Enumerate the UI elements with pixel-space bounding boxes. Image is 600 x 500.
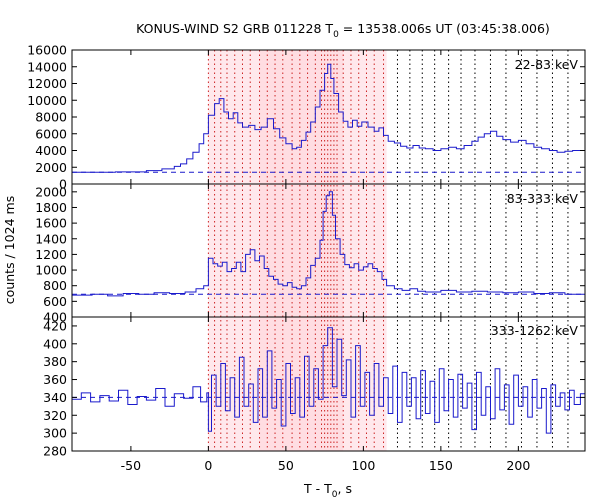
panel-1-ytick-label-3: 4000 [35,143,67,158]
panel-1-light-curve [72,63,586,173]
panel-2-ytick-label-6: 1400 [35,231,67,246]
panel-2-ytick-label-7: 1600 [35,216,67,231]
panel-2-light-curve [72,191,585,297]
panel-2-ytick-label-1: 400 [43,310,67,325]
panel-2-ytick-label-3: 800 [43,278,67,293]
panel-3-light-curve [72,327,586,434]
panel-3-ytick-label-4: 340 [43,390,67,405]
panel-1-ytick-label-7: 12000 [27,76,67,91]
panel-1-ytick-label-8: 14000 [27,59,67,74]
xtick-label-3: 50 [278,458,294,473]
panel-2-ytick-label-2: 600 [43,294,67,309]
panel-1-ytick-label-4: 6000 [35,126,67,141]
xtick-label-6: 200 [506,458,530,473]
panel-3-ytick-label-8: 420 [43,318,67,333]
shaded-intervals [208,50,387,451]
y-axis-title: counts / 1024 ms [2,196,17,304]
panel-2-ytick-label-9: 2000 [35,184,67,199]
panel-3-ytick-label-1: 280 [43,444,67,459]
panel-3-energy-label: 333-1262 keV [491,323,579,338]
panel-1-ytick-label-1: 0 [59,177,67,192]
panel-3-ytick-label-7: 400 [43,336,67,351]
panel-3-ytick-label-2: 300 [43,426,67,441]
panel-2-ytick-label-8: 1800 [35,200,67,215]
panel-3-ytick-label-3: 320 [43,408,67,423]
xtick-label-2: 0 [204,458,212,473]
x-axis-title: T - T0, s [303,481,352,500]
panel-3-ytick-label-6: 380 [43,354,67,369]
panel-1-ytick-label-2: 2000 [35,160,67,175]
panel-2-ytick-label-5: 1200 [35,247,67,262]
panel-1-ytick-label-5: 8000 [35,110,67,125]
light-curves [72,63,586,434]
panel-1-ytick-label-9: 16000 [27,43,67,58]
xtick-label-4: 100 [351,458,375,473]
xtick-label-1: -50 [121,458,141,473]
panel-2-ytick-label-4: 1000 [35,263,67,278]
panel-2-energy-label: 83-333 keV [507,191,579,206]
panel-1-energy-label: 22-83 keV [515,57,579,72]
shaded-interval-2 [259,50,344,451]
chart-title: KONUS-WIND S2 GRB 011228 T0 = 13538.006s… [136,21,550,40]
panel-3-ytick-label-5: 360 [43,372,67,387]
panel-1-ytick-label-6: 10000 [27,93,67,108]
xtick-label-5: 150 [429,458,453,473]
panel-3-frame [71,316,586,452]
axis-ticks: 0200040006000800010000120001400016000400… [27,43,585,473]
